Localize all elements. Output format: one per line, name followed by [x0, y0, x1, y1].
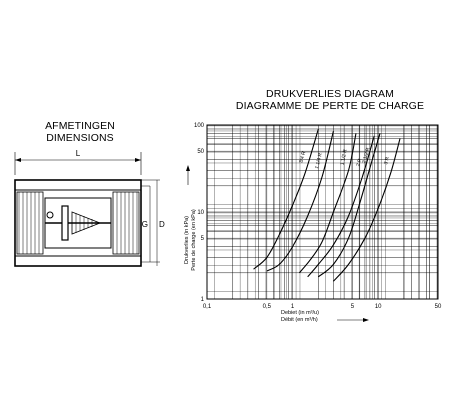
series-line-6: [333, 138, 401, 282]
series-label-2: 1 1/4 R: [314, 152, 324, 169]
series-label-5: 2 1/2 R: [361, 147, 371, 165]
series-label-6: 3 R: [383, 156, 391, 165]
series-label-1: 3/4 R: [298, 150, 307, 164]
series-line-4: [307, 135, 375, 278]
dimensions-title: AFMETINGEN DIMENSIONS: [5, 120, 155, 144]
dim-arrow-left: [15, 158, 21, 162]
dim-label-g: G: [142, 220, 148, 229]
guide-pin: [46, 211, 54, 219]
x-tick-label: 50: [435, 304, 442, 310]
diagram-title-fr: DIAGRAMME DE PERTE DE CHARGE: [235, 100, 425, 112]
series-label-4: 2 R: [355, 158, 363, 168]
y-tick-label: 100: [194, 123, 205, 129]
pressure-loss-chart: 3/4 R 1 1/4 R 1 1/2 R 2 R2 1/2 R 3 R 0,1 0,5 1…: [194, 123, 442, 310]
x-axis-title: Debiet (in m³/u) Débit (en m³/h): [281, 310, 319, 323]
spring-coils: [75, 213, 97, 233]
chart-series: 3/4 R 1 1/4 R 1 1/2 R 2 R2 1/2 R 3 R: [253, 128, 401, 282]
valve-disc: [61, 205, 69, 241]
x-tick-label: 1: [291, 304, 295, 310]
right-thread-hatch: [116, 192, 138, 254]
series-line-1: [253, 128, 319, 270]
y-tick-label: 10: [197, 210, 204, 216]
dim-arrow-right: [135, 158, 141, 162]
x-tick-label: 10: [375, 304, 382, 310]
x-tick-label: 0,1: [203, 304, 212, 310]
y-axis-title-nl: Drukverlies (in kPa): [184, 216, 190, 264]
series-line-5: [318, 133, 381, 278]
dim-label-l: L: [76, 149, 81, 158]
series-line-3: [298, 133, 357, 274]
y-axis-arrow-head: [186, 165, 190, 171]
y-tick-label: 1: [201, 297, 205, 303]
series-line-2: [266, 131, 334, 272]
dim-label-d: D: [159, 220, 165, 229]
diagram-title: DRUKVERLIES DIAGRAM DIAGRAMME DE PERTE D…: [205, 88, 450, 112]
valve-body-outline: [14, 179, 142, 267]
left-thread: [16, 191, 44, 255]
chart-grid: [206, 124, 439, 300]
x-tick-label: 5: [351, 304, 355, 310]
diagram-title-nl: DRUKVERLIES DIAGRAM: [266, 88, 394, 100]
x-axis-title-fr: Débit (en m³/h): [281, 317, 318, 323]
left-thread-hatch: [18, 192, 40, 254]
valve-drawing: [14, 152, 160, 267]
y-axis-title-fr: Perte de charge (en kPa): [191, 209, 197, 271]
x-axis-title-nl: Debiet (in m³/u): [281, 310, 319, 316]
x-tick-label: 0,5: [263, 304, 272, 310]
right-thread: [112, 191, 140, 255]
y-axis-title: Drukverlies (in kPa) Perte de charge (en…: [184, 209, 197, 271]
dimensions-title-fr: DIMENSIONS: [46, 132, 114, 144]
y-tick-label: 5: [201, 236, 205, 242]
chart-ticks: 0,1 0,5 1 5 10 50 100 50 10 5 1: [194, 123, 442, 310]
series-label-3: 1 1/2 R: [340, 148, 349, 165]
dimensions-title-nl: AFMETINGEN: [45, 120, 115, 132]
y-tick-label: 50: [197, 149, 204, 155]
spring-cone: [71, 211, 102, 235]
x-axis-arrow-head: [363, 318, 369, 322]
